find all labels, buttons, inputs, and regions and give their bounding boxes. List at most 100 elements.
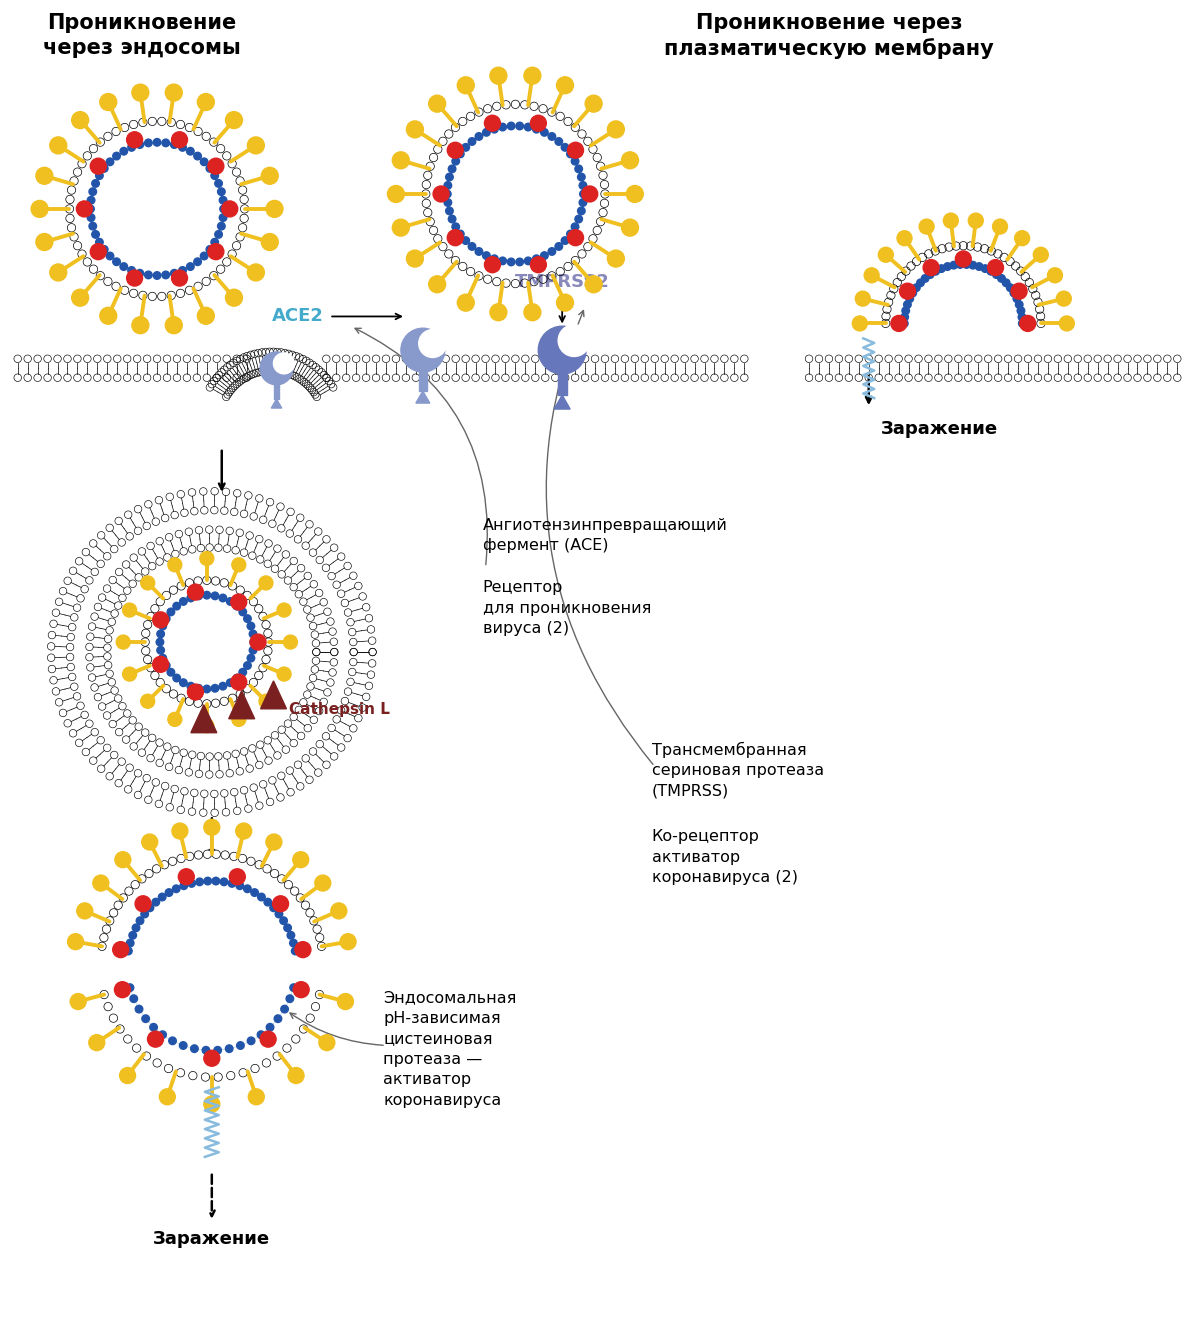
Circle shape <box>1074 356 1081 362</box>
Circle shape <box>197 307 215 324</box>
Circle shape <box>943 263 952 270</box>
Circle shape <box>90 756 97 764</box>
Circle shape <box>154 139 161 147</box>
Circle shape <box>444 181 451 189</box>
Circle shape <box>157 292 166 300</box>
Circle shape <box>85 576 94 584</box>
Circle shape <box>234 806 241 814</box>
Circle shape <box>230 788 238 796</box>
Circle shape <box>1104 356 1111 362</box>
Circle shape <box>289 939 298 947</box>
Circle shape <box>310 580 318 588</box>
Circle shape <box>156 759 163 767</box>
Circle shape <box>310 916 318 925</box>
Circle shape <box>1018 313 1026 321</box>
Circle shape <box>1015 301 1024 308</box>
Circle shape <box>240 196 248 204</box>
Circle shape <box>246 531 253 539</box>
Circle shape <box>316 990 324 998</box>
Circle shape <box>259 664 268 672</box>
Circle shape <box>272 368 280 374</box>
Circle shape <box>568 230 583 246</box>
Circle shape <box>320 371 328 379</box>
Circle shape <box>203 576 211 584</box>
Circle shape <box>337 994 354 1010</box>
Circle shape <box>122 736 130 743</box>
Circle shape <box>890 316 907 332</box>
Circle shape <box>589 145 598 153</box>
Circle shape <box>306 776 313 784</box>
Circle shape <box>596 218 605 226</box>
Circle shape <box>445 130 454 139</box>
Circle shape <box>432 374 439 382</box>
Circle shape <box>227 680 234 686</box>
Circle shape <box>211 699 220 707</box>
Circle shape <box>902 307 910 315</box>
Circle shape <box>884 356 893 362</box>
Circle shape <box>146 612 155 620</box>
Circle shape <box>1134 356 1141 362</box>
Circle shape <box>298 564 305 572</box>
Circle shape <box>245 373 252 379</box>
Circle shape <box>77 201 92 217</box>
Circle shape <box>200 719 214 732</box>
Circle shape <box>290 739 298 747</box>
Circle shape <box>158 894 166 900</box>
Circle shape <box>266 348 274 356</box>
Circle shape <box>168 558 181 572</box>
Circle shape <box>293 982 310 998</box>
Circle shape <box>124 587 131 595</box>
Circle shape <box>252 369 260 377</box>
Circle shape <box>302 381 310 387</box>
Circle shape <box>128 580 137 587</box>
Circle shape <box>70 567 77 575</box>
Circle shape <box>78 250 86 258</box>
Circle shape <box>295 375 304 382</box>
Circle shape <box>224 391 232 398</box>
Circle shape <box>239 854 247 863</box>
Circle shape <box>287 932 295 939</box>
Circle shape <box>188 751 196 759</box>
Circle shape <box>169 690 178 698</box>
Circle shape <box>458 262 467 271</box>
Circle shape <box>235 378 242 386</box>
Circle shape <box>306 908 314 917</box>
Circle shape <box>106 916 114 925</box>
Circle shape <box>166 888 173 896</box>
Circle shape <box>223 364 232 371</box>
Circle shape <box>124 1035 132 1043</box>
Circle shape <box>277 793 284 801</box>
Circle shape <box>611 374 619 382</box>
Circle shape <box>217 188 226 196</box>
Circle shape <box>106 772 114 780</box>
Circle shape <box>184 374 191 382</box>
Circle shape <box>194 576 203 586</box>
Circle shape <box>127 270 143 286</box>
Circle shape <box>277 502 284 510</box>
Circle shape <box>359 592 366 600</box>
Circle shape <box>239 608 246 616</box>
Circle shape <box>950 262 958 268</box>
Circle shape <box>1036 305 1044 313</box>
Circle shape <box>97 736 104 744</box>
Circle shape <box>710 374 719 382</box>
Circle shape <box>462 237 469 245</box>
Circle shape <box>893 279 901 287</box>
Circle shape <box>179 869 194 884</box>
Circle shape <box>562 374 569 382</box>
Circle shape <box>132 317 149 333</box>
Circle shape <box>73 693 80 701</box>
Circle shape <box>1044 374 1051 382</box>
Circle shape <box>186 148 194 155</box>
Circle shape <box>90 243 107 259</box>
Circle shape <box>228 160 236 168</box>
Circle shape <box>926 271 934 279</box>
Circle shape <box>196 771 203 777</box>
Circle shape <box>274 1015 282 1022</box>
Circle shape <box>433 186 449 202</box>
Circle shape <box>302 357 310 365</box>
Circle shape <box>856 291 870 307</box>
Circle shape <box>1064 374 1072 382</box>
Circle shape <box>203 374 211 382</box>
Circle shape <box>943 213 959 229</box>
